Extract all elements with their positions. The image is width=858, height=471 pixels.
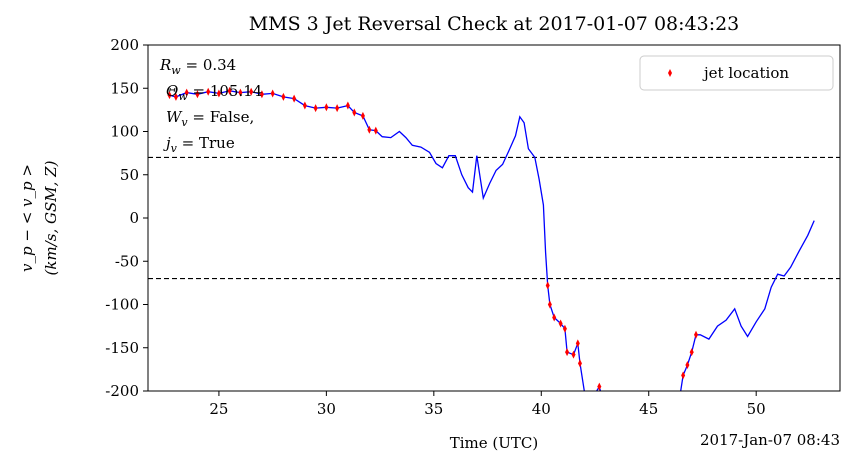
jet-marker bbox=[552, 313, 557, 322]
jet-marker bbox=[249, 87, 254, 96]
jet-marker bbox=[345, 101, 350, 110]
jet-marker bbox=[597, 382, 602, 391]
legend-box bbox=[639, 55, 834, 91]
y-tick-label: 50 bbox=[120, 166, 139, 184]
y-tick-label: 0 bbox=[129, 209, 139, 227]
x-tick-label: 30 bbox=[317, 400, 336, 418]
annotation-sub: w bbox=[171, 64, 181, 77]
annotation-symbol: j bbox=[163, 134, 171, 152]
data-line bbox=[169, 90, 815, 391]
jet-marker bbox=[689, 348, 694, 357]
x-tick-label: 35 bbox=[424, 400, 443, 418]
jet-marker bbox=[565, 348, 570, 357]
x-tick-label: 40 bbox=[532, 400, 551, 418]
x-axis-label: Time (UTC) bbox=[450, 434, 539, 452]
y-tick-label: 150 bbox=[110, 79, 139, 97]
annotation-sub: w bbox=[178, 90, 188, 103]
jet-marker bbox=[184, 88, 189, 97]
jet-marker bbox=[281, 92, 286, 101]
annotation-text: = True bbox=[177, 134, 235, 152]
jet-marker bbox=[352, 108, 357, 117]
legend-marker bbox=[668, 69, 672, 77]
annotation-text: = 105.14 bbox=[188, 82, 263, 100]
annotation-text: = False, bbox=[188, 108, 255, 126]
jet-marker bbox=[216, 89, 221, 98]
jet-marker bbox=[302, 101, 307, 110]
jet-marker bbox=[324, 103, 329, 112]
y-axis-label: (km/s, GSM, Z) bbox=[42, 160, 60, 275]
jet-marker bbox=[367, 125, 372, 134]
y-tick-label: -50 bbox=[115, 252, 139, 270]
plot-frame bbox=[147, 44, 841, 392]
plot-area bbox=[148, 86, 840, 391]
jet-marker bbox=[694, 330, 699, 339]
jet-marker bbox=[575, 339, 580, 348]
jet-marker bbox=[373, 126, 378, 135]
annotation: jv = True bbox=[163, 134, 235, 155]
y-tick-label: -100 bbox=[105, 296, 139, 314]
jet-marker bbox=[259, 90, 264, 99]
chart-title: MMS 3 Jet Reversal Check at 2017-01-07 0… bbox=[249, 13, 740, 35]
annotation-sub: v bbox=[181, 116, 188, 129]
jet-marker bbox=[571, 350, 576, 359]
jet-marker bbox=[545, 281, 550, 290]
jet-marker bbox=[227, 86, 232, 95]
x-tick-label: 25 bbox=[209, 400, 228, 418]
jet-marker bbox=[270, 89, 275, 98]
annotation: Rw = 0.34 bbox=[159, 56, 236, 77]
jet-marker bbox=[292, 94, 297, 103]
annotation-symbol: R bbox=[159, 56, 171, 74]
legend-label: jet location bbox=[702, 64, 789, 82]
jet-marker bbox=[313, 104, 318, 113]
jet-marker bbox=[562, 324, 567, 333]
y-tick-label: -200 bbox=[105, 382, 139, 400]
jet-marker bbox=[360, 111, 365, 120]
jet-marker bbox=[558, 319, 563, 328]
jet-marker bbox=[577, 359, 582, 368]
y-tick-label: 100 bbox=[110, 123, 139, 141]
jet-marker bbox=[547, 300, 552, 309]
annotation-symbol: W bbox=[166, 108, 183, 126]
annotation: Wv = False, bbox=[166, 108, 254, 129]
jet-marker bbox=[195, 90, 200, 99]
annotation: Θw = 105.14 bbox=[166, 82, 262, 103]
y-tick-label: -150 bbox=[105, 339, 139, 357]
annotation-text: = 0.34 bbox=[181, 56, 237, 74]
annotation-symbol: Θ bbox=[166, 82, 178, 100]
jet-marker bbox=[681, 371, 686, 380]
jet-marker bbox=[167, 91, 172, 100]
jet-marker bbox=[238, 88, 243, 97]
y-tick-label: 200 bbox=[110, 36, 139, 54]
annotation-sub: v bbox=[171, 142, 178, 155]
jet-marker bbox=[335, 104, 340, 113]
y-axis-label: v_p − < v_p > bbox=[18, 164, 36, 272]
jet-marker bbox=[685, 361, 690, 370]
jet-marker bbox=[173, 92, 178, 101]
x-tick-label: 50 bbox=[747, 400, 766, 418]
x-tick-label: 45 bbox=[639, 400, 658, 418]
x-offset-label: 2017-Jan-07 08:43 bbox=[700, 431, 840, 449]
jet-marker bbox=[206, 87, 211, 96]
